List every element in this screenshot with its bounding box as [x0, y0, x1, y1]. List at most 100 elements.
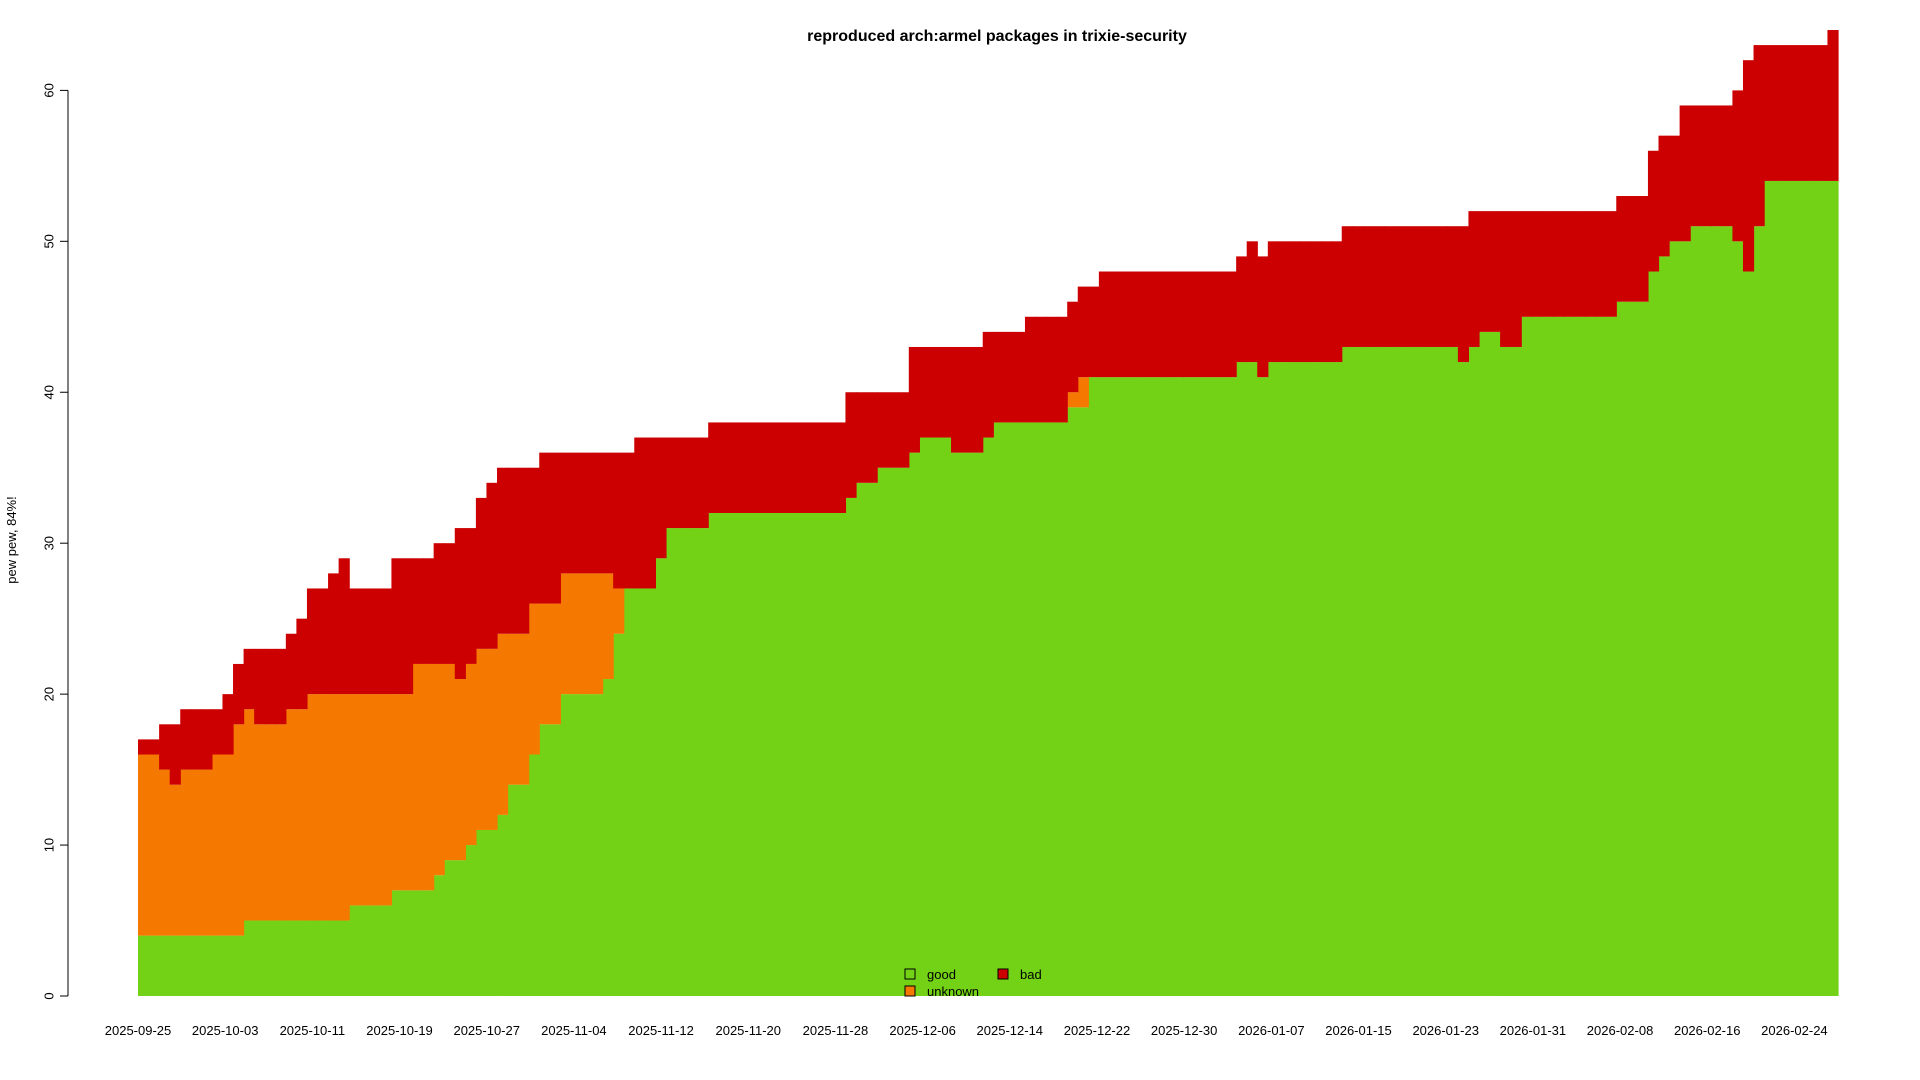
area-step-bad [1690, 105, 1702, 227]
area-step-good [792, 513, 804, 996]
area-step-good [1267, 362, 1279, 996]
area-step-good [370, 905, 382, 996]
series-layer [138, 30, 1839, 997]
area-step-good [1605, 316, 1617, 996]
x-tick-label: 2025-10-27 [453, 1023, 520, 1038]
area-step-bad [1077, 286, 1089, 378]
area-step-bad [328, 573, 340, 695]
area-step-bad [1067, 301, 1079, 393]
area-step-bad [180, 709, 192, 770]
area-step-good [475, 829, 488, 996]
area-step-unknown [602, 573, 614, 680]
area-step-good [1246, 362, 1258, 996]
y-tick-label: 10 [41, 838, 56, 852]
area-step-bad [739, 422, 752, 513]
y-axis-label: pew pew, 84%! [4, 496, 19, 583]
area-step-bad [1468, 211, 1480, 347]
area-step-bad [697, 437, 709, 529]
area-step-good [993, 422, 1005, 996]
area-step-bad [1616, 196, 1628, 302]
area-step-bad [211, 709, 224, 755]
area-step-bad [1605, 211, 1617, 317]
area-step-bad [687, 437, 699, 529]
area-step-bad [243, 648, 255, 710]
area-step-bad [1141, 271, 1153, 378]
area-step-bad [834, 422, 847, 513]
x-tick-label: 2026-01-31 [1500, 1023, 1567, 1038]
area-step-good [718, 513, 730, 996]
area-step-unknown [475, 648, 488, 830]
area-step-good [539, 724, 551, 996]
area-step-good [1457, 362, 1470, 996]
area-step-unknown [159, 769, 171, 936]
area-step-good [1415, 346, 1427, 997]
area-step-bad [644, 437, 656, 589]
area-step-unknown [507, 633, 519, 785]
area-step-bad [1721, 105, 1734, 227]
area-step-good [528, 754, 540, 996]
area-step-good [919, 437, 931, 996]
area-step-good [1119, 377, 1132, 996]
area-step-bad [1267, 241, 1279, 363]
area-step-good [1014, 422, 1026, 996]
area-step-unknown [190, 769, 202, 936]
area-step-good [940, 437, 952, 996]
area-step-bad [1658, 135, 1670, 257]
area-step-bad [148, 739, 160, 755]
area-step-bad [1816, 45, 1829, 181]
area-step-bad [929, 346, 942, 438]
area-step-good [349, 905, 361, 996]
area-step-bad [1310, 241, 1322, 363]
area-step-bad [465, 528, 477, 664]
area-step-bad [613, 452, 625, 589]
area-step-good [1426, 346, 1438, 997]
area-step-good [1394, 346, 1406, 997]
area-step-good [1658, 256, 1670, 996]
area-step-good [1046, 422, 1058, 996]
area-step-bad [887, 392, 899, 468]
area-step-good [1436, 346, 1448, 997]
area-step-good [1542, 316, 1554, 996]
area-step-good [285, 920, 297, 996]
y-tick-label: 30 [41, 536, 56, 550]
area-step-good [1700, 226, 1712, 997]
axis-layer: 0 10 20 30 40 50 60 2025-09-25 2025-10-03 2025-10… [41, 83, 1827, 1038]
area-step-good [391, 890, 403, 996]
area-step-good [1647, 271, 1660, 996]
x-tick-label: 2025-10-03 [192, 1023, 259, 1038]
area-step-good [423, 890, 435, 996]
area-step-good [1637, 301, 1649, 996]
y-tick-label: 60 [41, 83, 56, 97]
area-step-good [1510, 346, 1522, 997]
area-step-bad [1352, 226, 1364, 347]
area-step-bad [1320, 241, 1332, 363]
area-step-bad [1426, 226, 1438, 347]
area-step-bad [1795, 45, 1807, 181]
area-step-good [1795, 180, 1807, 996]
y-tick-label: 40 [41, 385, 56, 399]
area-step-bad [222, 694, 234, 755]
area-step-good [1067, 407, 1079, 997]
x-tick-label: 2025-11-12 [628, 1023, 694, 1038]
legend-item-unknown: unknown [904, 984, 979, 999]
area-step-unknown [180, 769, 192, 936]
area-step-unknown [592, 573, 604, 695]
area-step-good [1331, 362, 1343, 996]
area-step-good [1468, 346, 1480, 997]
area-step-bad [877, 392, 889, 468]
area-step-bad [518, 467, 530, 634]
area-step-good [1711, 226, 1723, 997]
area-step-bad [1552, 211, 1565, 317]
area-step-good [1478, 331, 1491, 997]
area-step-good [687, 528, 699, 996]
area-step-good [497, 814, 509, 997]
area-step-good [1172, 377, 1184, 996]
legend-label: bad [1020, 967, 1042, 982]
area-step-unknown [528, 603, 540, 755]
area-step-unknown [412, 663, 424, 891]
area-step-bad [539, 452, 551, 604]
area-step-bad [1024, 316, 1037, 423]
area-step-good [644, 588, 656, 996]
area-step-bad [1764, 45, 1776, 181]
area-step-unknown [560, 573, 572, 695]
